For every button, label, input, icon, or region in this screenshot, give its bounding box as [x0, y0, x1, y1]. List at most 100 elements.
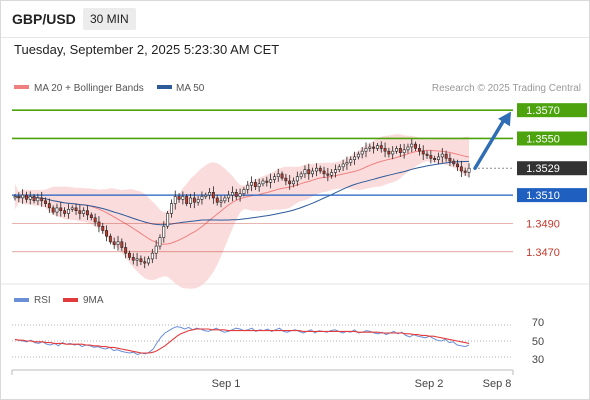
candle — [250, 176, 253, 192]
candles-layer — [13, 139, 471, 269]
candle-body — [360, 150, 364, 155]
candle-body — [238, 193, 242, 197]
candle — [55, 203, 59, 217]
candle-body — [353, 156, 356, 160]
candle — [47, 198, 51, 213]
candle — [429, 150, 433, 164]
candle-body — [200, 196, 204, 200]
candle — [82, 207, 86, 217]
candle-body — [120, 241, 124, 248]
candle — [265, 176, 269, 187]
candle — [326, 167, 330, 182]
candle — [433, 155, 437, 163]
candle-body — [227, 194, 231, 199]
candle — [292, 177, 295, 188]
candle-body — [173, 196, 177, 204]
candle-body — [314, 167, 318, 172]
candle-body — [276, 173, 280, 177]
candle-body — [333, 169, 337, 173]
candle — [261, 178, 265, 187]
candle — [24, 191, 28, 203]
candle-body — [40, 197, 44, 202]
candle-body — [395, 148, 398, 152]
candle-body — [185, 196, 189, 204]
candle — [177, 193, 181, 203]
candle — [337, 164, 341, 173]
ma50-line — [14, 160, 470, 226]
rsi-ma-line — [14, 328, 470, 354]
candle-body — [116, 241, 120, 245]
candle-body — [28, 196, 32, 200]
candle — [353, 151, 356, 165]
candle — [375, 143, 379, 151]
candle-body — [215, 197, 219, 203]
rsi-layer — [12, 324, 513, 358]
candle — [150, 248, 154, 264]
candle — [208, 188, 211, 200]
level-label-1-3470: 1.3470 — [526, 247, 560, 259]
candle — [173, 190, 177, 210]
candle — [467, 163, 471, 178]
moving-average-layer — [14, 149, 470, 245]
candle — [219, 195, 223, 208]
candle-body — [452, 160, 456, 165]
candle-body — [21, 194, 25, 199]
candle — [246, 180, 250, 194]
candle — [128, 250, 131, 260]
candle-body — [295, 176, 299, 182]
legend-swatch-rsi — [14, 298, 29, 302]
symbol-title: GBP/USD — [12, 11, 76, 27]
candle-body — [154, 245, 158, 254]
candle — [192, 192, 196, 209]
candle — [51, 205, 55, 215]
candle — [32, 193, 36, 204]
candle — [272, 173, 276, 183]
candle — [13, 193, 17, 201]
candle-body — [17, 196, 21, 199]
candle — [74, 203, 78, 215]
candle-body — [440, 153, 444, 158]
level-label-1-3510: 1.3510 — [526, 190, 560, 202]
level-label-1-3490: 1.3490 — [526, 218, 560, 230]
level-label-1-3570: 1.3570 — [526, 105, 560, 117]
projection-arrow-layer — [473, 111, 511, 170]
candle-body — [211, 192, 215, 199]
candle — [379, 141, 383, 153]
candle-body — [150, 252, 154, 260]
candle — [36, 193, 40, 206]
candle-body — [181, 196, 185, 200]
candle-body — [170, 203, 173, 214]
projection-arrow-shaft — [473, 114, 508, 170]
candle-body — [139, 258, 143, 262]
candle — [97, 216, 101, 233]
candle — [402, 143, 406, 159]
candle — [360, 146, 364, 159]
candle-body — [89, 214, 93, 218]
candle-body — [456, 163, 459, 168]
candle — [89, 212, 93, 221]
candle — [311, 167, 314, 178]
candle — [120, 238, 124, 251]
candle — [307, 163, 311, 180]
candle-body — [189, 197, 192, 204]
level-tag-1-3570 — [517, 103, 587, 118]
candle — [314, 163, 318, 177]
candle — [372, 141, 376, 154]
candle — [257, 178, 261, 192]
candle — [349, 156, 353, 166]
candle-body — [78, 210, 82, 214]
candle — [368, 143, 372, 152]
candle — [333, 164, 337, 178]
candle-body — [372, 146, 376, 149]
candle — [67, 204, 70, 219]
candle-body — [74, 207, 78, 211]
timeframe-badge[interactable]: 30 MIN — [83, 8, 136, 30]
candle — [387, 147, 391, 158]
candle-body — [93, 217, 97, 223]
candle-body — [177, 196, 181, 200]
candle-body — [364, 148, 368, 152]
candle — [59, 201, 63, 217]
candle-body — [349, 159, 353, 163]
candle-body — [250, 182, 253, 186]
legend-label-ma50: MA 50 — [176, 83, 205, 94]
